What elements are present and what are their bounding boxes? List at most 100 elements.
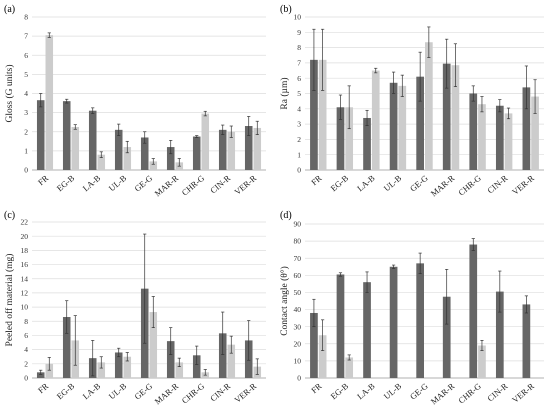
x-tick-label: CHR-G — [456, 381, 483, 406]
bar-ge-g-s1 — [416, 76, 424, 170]
panel-label: (b) — [280, 4, 292, 15]
x-tick-label: CIN-R — [208, 173, 232, 196]
bar-ver-r-s2 — [531, 96, 539, 170]
x-tick-label: CHR-G — [180, 381, 207, 406]
x-tick-label: UL-B — [382, 381, 404, 402]
bar-la-b-s2 — [97, 362, 106, 378]
y-tick-label: 2 — [24, 359, 28, 368]
y-tick-label: 80 — [294, 237, 302, 246]
x-tick-label: EG-B — [328, 381, 350, 402]
x-tick-label: CHR-G — [180, 173, 207, 198]
bar-ul-b-s2 — [398, 85, 407, 170]
bar-fr-s1 — [310, 312, 318, 378]
x-tick-label: UL-B — [107, 381, 129, 402]
y-tick-label: 1 — [297, 150, 301, 159]
x-tick-label: GE-G — [132, 381, 154, 402]
y-tick-label: 30 — [294, 322, 302, 331]
chart-panel-c: (c) 0 2 4 6 8 10 12 14 16 18 20 22 Peeled off materia… — [4, 210, 266, 406]
bar-cin-r-s2 — [504, 113, 513, 170]
x-tick-label: EG-B — [328, 173, 350, 194]
bar-ul-b-s1 — [114, 352, 123, 378]
x-tick-label: MAR-R — [153, 381, 181, 407]
bar-fr-s1 — [36, 100, 45, 170]
y-tick-label: 2 — [297, 135, 301, 144]
y-tick-label: 4 — [297, 104, 301, 113]
bar-ver-r-s1 — [244, 126, 253, 170]
bar-mar-r-s1 — [442, 296, 451, 378]
y-tick-label: 7 — [297, 59, 301, 68]
bar-fr-s1 — [310, 59, 318, 171]
panel-label: (d) — [280, 210, 292, 221]
bar-chr-g-s1 — [192, 355, 201, 378]
x-tick-label: CIN-R — [208, 381, 232, 404]
x-tick-label: EG-B — [55, 173, 77, 194]
y-tick-label: 0 — [297, 166, 301, 175]
x-tick-label: MAR-R — [429, 381, 457, 407]
y-tick-label: 4 — [24, 89, 28, 98]
chart-panel-d: (d) 0 10 20 30 40 50 60 70 80 90 Contact angle (θ°)… — [279, 210, 544, 406]
bar-ge-g-s2 — [149, 161, 158, 170]
bar-cin-r-s2 — [227, 344, 236, 378]
bar-eg-b-s1 — [62, 317, 71, 378]
x-tick-label: VER-R — [510, 173, 536, 197]
y-tick-label: 8 — [297, 43, 301, 52]
bar-la-b-s1 — [88, 110, 97, 170]
y-tick-label: 90 — [294, 220, 302, 229]
bar-cin-r-s1 — [495, 291, 504, 378]
bar-ul-b-s1 — [114, 129, 123, 170]
x-tick-label: GE-G — [408, 173, 430, 194]
x-tick-label: CIN-R — [485, 173, 509, 196]
bar-eg-b-s1 — [336, 107, 345, 170]
x-tick-label: VER-R — [232, 173, 258, 197]
x-tick-label: CIN-R — [485, 381, 509, 404]
x-tick-label: EG-B — [55, 381, 77, 402]
bar-ver-r-s1 — [522, 304, 531, 378]
bar-ge-g-s2 — [149, 312, 158, 378]
y-tick-label: 70 — [294, 254, 302, 263]
bar-chr-g-s1 — [469, 244, 478, 378]
y-axis-label: Contact angle (θ°) — [279, 266, 290, 336]
bar-cin-r-s1 — [218, 333, 227, 378]
x-tick-label: MAR-R — [429, 173, 457, 199]
y-tick-label: 0 — [24, 374, 28, 383]
x-tick-label: FR — [36, 381, 51, 396]
y-tick-label: 4 — [24, 345, 28, 354]
bar-cin-r-s1 — [218, 129, 227, 170]
bar-la-b-s1 — [363, 282, 371, 378]
bar-cin-r-s2 — [227, 131, 236, 170]
y-tick-label: 8 — [24, 317, 28, 326]
x-tick-label: VER-R — [510, 381, 536, 405]
y-tick-label: 22 — [21, 218, 29, 227]
y-tick-label: 10 — [294, 356, 302, 365]
x-tick-label: FR — [309, 173, 324, 188]
y-tick-label: 14 — [21, 274, 29, 283]
y-tick-label: 2 — [24, 127, 28, 136]
x-tick-label: GE-G — [408, 381, 430, 402]
chart-panel-b: (b) 0 1 2 3 4 5 6 7 8 9 10 Ra (µm) FR EG-B LA-B UL-B GE-G… — [279, 4, 544, 198]
bar-la-b-s1 — [363, 117, 371, 170]
bar-ul-b-s1 — [389, 82, 398, 170]
bar-eg-b-s1 — [62, 101, 71, 170]
chart-panel-a: (a) 0 1 2 3 4 5 6 7 8 Gloss (G units) FR EG-B LA-B UL-… — [4, 4, 266, 198]
bar-la-b-s2 — [371, 70, 380, 170]
x-tick-label: CHR-G — [456, 173, 483, 198]
y-tick-label: 60 — [294, 271, 302, 280]
y-tick-label: 1 — [24, 146, 28, 155]
bar-fr-s1 — [36, 372, 45, 378]
bar-mar-r-s2 — [451, 65, 460, 170]
y-tick-label: 9 — [297, 28, 301, 37]
x-tick-label: FR — [309, 381, 324, 396]
bar-fr-s2 — [45, 363, 54, 378]
bar-mar-r-s1 — [166, 147, 175, 170]
bar-fr-s2 — [318, 59, 327, 171]
bar-chr-g-s2 — [478, 345, 486, 378]
x-tick-label: VER-R — [232, 381, 258, 405]
y-tick-label: 40 — [294, 305, 302, 314]
bar-chr-g-s2 — [478, 104, 486, 170]
y-tick-label: 7 — [24, 32, 28, 41]
y-axis-label: Peeled off material (mg) — [4, 254, 15, 347]
y-tick-label: 6 — [297, 74, 301, 83]
y-tick-label: 0 — [24, 166, 28, 175]
